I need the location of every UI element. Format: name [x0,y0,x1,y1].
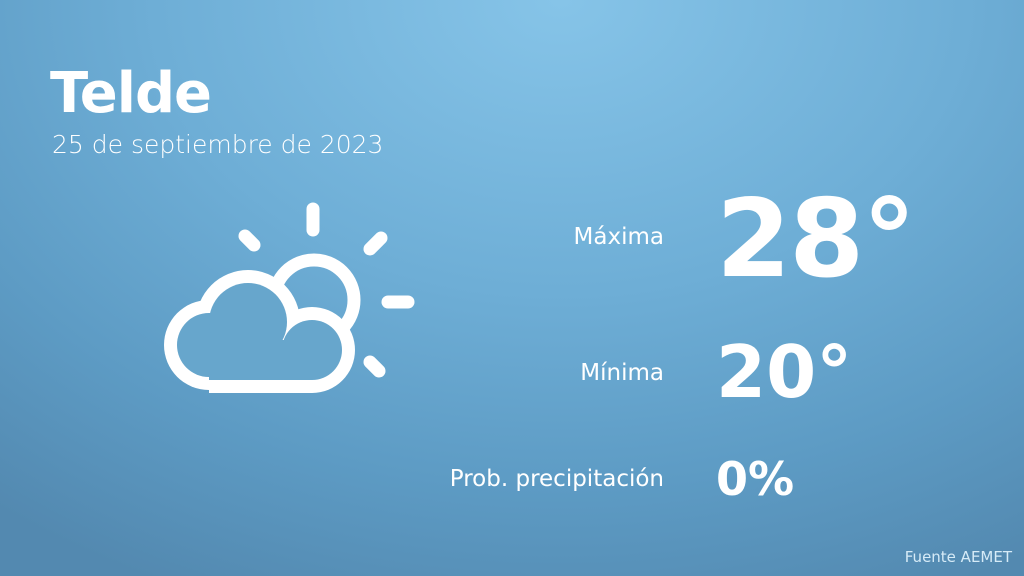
max-temp-value: 28° [716,177,916,302]
min-temp-label: Mínima [580,360,664,386]
city-name: Telde [50,61,212,126]
min-temp-value: 20° [716,330,853,414]
source-credit: Fuente AEMET [904,548,1012,566]
max-temp-label: Máxima [573,224,664,250]
precip-value: 0% [716,452,795,506]
partly-cloudy-icon [164,202,415,393]
precip-label: Prob. precipitación [449,466,664,492]
forecast-date: 25 de septiembre de 2023 [52,130,384,159]
